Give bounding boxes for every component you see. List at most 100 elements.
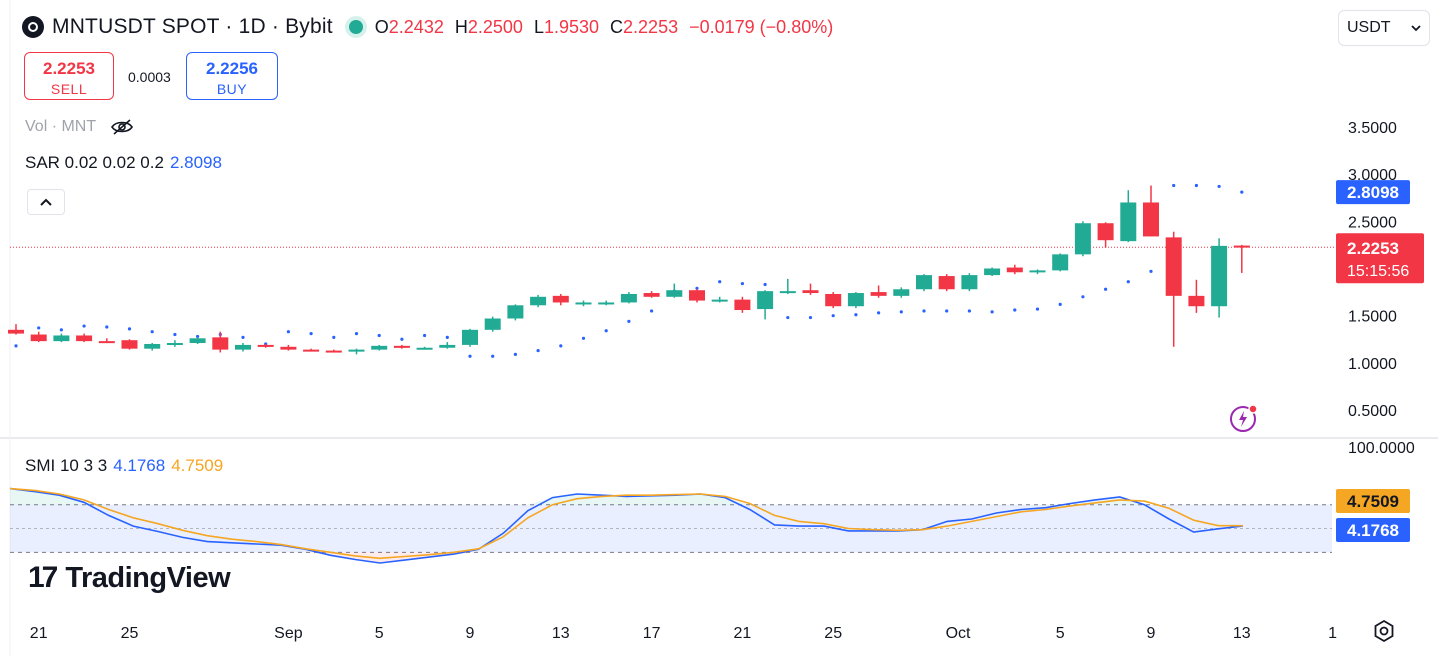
sar-point [990,310,994,314]
candle-body [1165,237,1182,296]
sar-point [581,336,586,340]
sar-point [740,281,745,286]
smi-overbought-fill [83,502,109,505]
candle-body [212,337,229,350]
sar-point [491,354,495,358]
candle-body [121,340,138,349]
candle-body [257,344,274,347]
symbol-header: MNTUSDT SPOT · 1D · Bybit O2.2432 H2.250… [22,12,833,42]
low-value: 1.9530 [543,16,600,37]
candle-body [439,344,456,348]
smi-legend[interactable]: SMI 10 3 3 4.1768 4.7509 [25,456,223,476]
candle-body [1120,202,1137,242]
volume-legend[interactable]: Vol · MNT [25,118,134,136]
candle-body [893,289,910,296]
sar-point [808,315,813,320]
close-value: 2.2253 [623,16,679,37]
y-tick-label: 2.5000 [1348,214,1397,231]
candle-body [689,290,705,301]
currency-value: USDT [1347,19,1391,36]
sar-point [1013,308,1017,312]
open-value: 2.2432 [388,16,444,37]
sar-point [400,337,404,341]
market-status-icon [348,20,363,34]
chevron-down-icon [1411,25,1421,32]
settings-gear-icon[interactable] [1372,619,1396,643]
candle-body [371,345,388,350]
x-tick-label: 25 [824,625,842,642]
sar-point [877,311,881,315]
smi-value-tag-text: 4.1768 [1347,521,1399,540]
sar-point [1058,302,1062,306]
smi-overbought-fill [725,497,750,505]
symbol-title[interactable]: MNTUSDT SPOT · 1D · Bybit [52,15,333,38]
sar-point [899,310,903,314]
candle-body [984,268,1001,276]
tradingview-mark-icon: 17 [28,561,58,594]
x-tick-label: 13 [1233,625,1251,642]
candle-body [802,290,819,294]
candle-body [144,343,161,349]
sar-point [309,331,313,336]
x-tick-label: Sep [274,625,303,642]
smi-overbought-fill [552,493,578,505]
candle-body [1143,202,1159,237]
y-tick-label: 1.0000 [1348,356,1397,373]
smi-value-tag [1336,518,1410,542]
eye-hidden-icon[interactable] [110,119,134,135]
candle-body [280,346,297,350]
currency-selector[interactable]: USDT [1338,10,1430,46]
candle-body [1233,245,1250,248]
candle-body [416,347,433,350]
y-tick-label: 0.5000 [1348,403,1397,420]
sar-point [241,335,245,339]
x-tick-label: 1 [1328,625,1337,642]
sar-point [604,329,608,333]
sar-point [1217,184,1221,189]
sar-point [559,344,563,348]
buy-button[interactable]: 2.2256 BUY [186,52,278,100]
smi-signal-tag [1336,489,1410,513]
smi-overbought-fill [10,488,35,505]
y-tick-label: 3.5000 [1348,120,1397,137]
sar-point [718,280,722,284]
x-tick-label: 13 [552,625,570,642]
last-price-tag [1336,233,1424,284]
sar-point [763,282,767,287]
sar-point [445,335,449,339]
candle-body [870,292,887,296]
x-tick-label: 21 [30,625,48,642]
candle-body [30,334,47,342]
candle-body [393,345,410,348]
volume-label: Vol · MNT [25,118,97,135]
sar-point [59,328,64,332]
candle-body [1211,245,1228,307]
sar-point [513,352,518,356]
sar-point [1104,287,1108,291]
sar-point [536,348,540,353]
candle-body [779,291,796,294]
sar-point [377,333,381,338]
sar-point [332,335,336,339]
sell-button[interactable]: 2.2253 SELL [24,52,114,100]
change-value: −0.0179 (−0.80%) [689,16,834,37]
candle-body [1188,295,1205,307]
alert-bolt-icon[interactable] [1229,403,1259,433]
sar-point [1081,295,1085,299]
smi-line [9,487,1244,564]
sell-price: 2.2253 [43,59,95,78]
tradingview-logo[interactable]: 17 TradingView [28,561,231,595]
candle-body [552,295,569,303]
candle-body [1074,223,1091,255]
collapse-button[interactable] [27,189,65,215]
candle-body [598,302,615,305]
ohlc-values: O2.2432 H2.2500 L1.9530 C2.2253 −0.0179 … [374,16,834,37]
sar-point [14,344,18,348]
smi-overbought-fill [700,493,726,505]
candle-body [484,318,501,330]
sar-label: SAR 0.02 0.02 0.2 [25,153,164,172]
smi-y-tick-label: 100.0000 [1348,440,1415,457]
exchange-logo-icon [22,16,44,38]
sar-legend[interactable]: SAR 0.02 0.02 0.2 2.8098 [25,153,222,173]
